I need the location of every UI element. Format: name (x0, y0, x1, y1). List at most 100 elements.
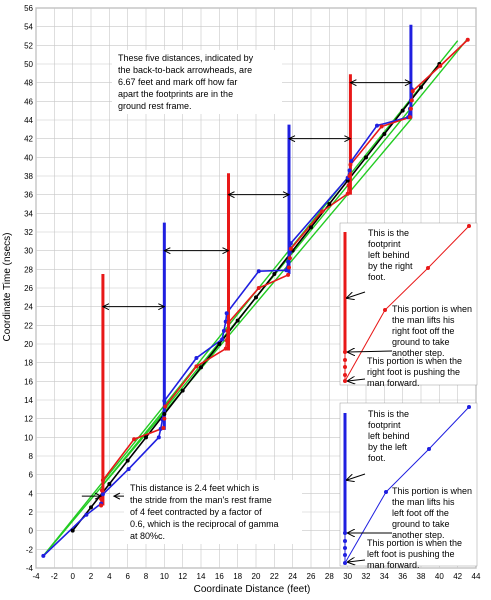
x-tick-label: -4 (32, 572, 40, 581)
y-tick-label: 36 (24, 191, 33, 200)
x-tick-label: 12 (178, 572, 187, 581)
legend-right-foot-lift-label: This portion is when the man lifts his rig… (392, 304, 472, 358)
series-point-3 (199, 365, 203, 370)
series-point-3 (272, 272, 277, 276)
x-tick-label: 16 (215, 572, 224, 581)
series-point-3 (125, 458, 130, 463)
series-point-4 (347, 168, 352, 173)
series-point-5 (223, 346, 228, 351)
x-tick-label: 22 (270, 572, 279, 581)
series-point-3 (419, 85, 423, 90)
x-tick-label: 6 (125, 572, 130, 581)
series-point-3 (254, 295, 258, 300)
series-layer (41, 24, 470, 558)
y-tick-label: 42 (24, 135, 33, 144)
series-point-5 (409, 98, 414, 103)
arrowhead-left (287, 135, 296, 143)
legend-right-foot: This is the footprint left behind by the ri… (339, 222, 478, 388)
x-tick-label: 44 (472, 572, 481, 581)
y-tick-label: 26 (24, 284, 33, 293)
y-tick-label: 40 (24, 153, 33, 162)
series-point-3 (107, 482, 112, 486)
series-point-5 (320, 209, 324, 214)
series-point-5 (287, 265, 291, 270)
series-point-3 (144, 435, 148, 440)
y-tick-label: 2 (29, 508, 34, 517)
series-point-5 (379, 124, 384, 129)
y-tick-label: 34 (24, 209, 33, 218)
y-tick-label: -4 (26, 564, 34, 573)
series-point-5 (345, 191, 350, 196)
y-tick-label: 44 (24, 116, 33, 125)
x-tick-label: 38 (417, 572, 426, 581)
y-tick-label: 24 (24, 303, 33, 312)
stride-arrowhead (94, 492, 103, 500)
x-tick-label: 32 (362, 572, 371, 581)
x-tick-label: 10 (160, 572, 169, 581)
x-tick-label: 20 (252, 572, 261, 581)
y-tick-label: 50 (24, 60, 33, 69)
series-point-5 (100, 478, 105, 483)
x-tick-label: 28 (325, 572, 334, 581)
series-point-5 (408, 106, 413, 111)
y-tick-label: 54 (24, 23, 33, 32)
y-tick-label: 56 (24, 4, 33, 13)
series-point-4 (194, 356, 199, 360)
series-point-4 (156, 435, 161, 440)
series-point-3 (382, 132, 387, 136)
x-tick-label: 40 (435, 572, 444, 581)
arrowhead-left (163, 247, 171, 255)
series-point-4 (288, 241, 293, 246)
y-axis-label: Coordinate Time (nsecs) (2, 233, 13, 342)
arrowhead-right (344, 135, 352, 143)
series-point-4 (287, 250, 292, 255)
series-point-5 (287, 256, 292, 261)
series-point-3 (364, 155, 368, 160)
x-tick-label: 26 (307, 572, 316, 581)
x-tick-label: 18 (233, 572, 242, 581)
arrowhead-left (349, 79, 357, 87)
x-tick-label: 8 (144, 572, 149, 581)
y-tick-label: 22 (24, 321, 33, 330)
x-tick-label: 42 (453, 572, 462, 581)
series-point-5 (286, 272, 291, 277)
series-point-5 (100, 488, 104, 493)
series-point-5 (132, 437, 137, 442)
series-point-3 (327, 202, 332, 206)
arrowhead-right (158, 303, 166, 311)
series-point-3 (89, 505, 93, 510)
series-point-3 (180, 388, 185, 393)
y-tick-label: 4 (29, 489, 34, 498)
y-tick-label: 46 (24, 97, 33, 106)
series-point-4 (162, 398, 167, 403)
y-tick-label: 14 (24, 396, 33, 405)
series-point-3 (162, 412, 167, 416)
series-point-5 (226, 320, 231, 325)
axes: -4 -2 0 2 4 6 8 10 12 14 16 18 20 22 24 26 28 30 32 34 36 38 4… (24, 4, 481, 581)
series-point-4 (256, 269, 261, 274)
series-point-5 (348, 162, 353, 167)
y-tick-label: 32 (24, 228, 33, 237)
x-axis-label: Coordinate Distance (feet) (194, 584, 311, 595)
series-point-3 (309, 225, 313, 230)
legend-left-foot-lift-label: This portion is when the man lifts his lef… (392, 486, 472, 540)
x-tick-label: 2 (89, 572, 94, 581)
series-point-5 (99, 496, 104, 501)
y-tick-label: 20 (24, 340, 33, 349)
series-point-5 (194, 364, 199, 369)
y-tick-label: 10 (24, 433, 33, 442)
stride-arrowhead (112, 492, 121, 500)
x-tick-label: 24 (288, 572, 297, 581)
distance-arrows (81, 79, 413, 500)
series-point-5 (161, 426, 166, 430)
series-point-5 (410, 89, 415, 94)
annotation-top-text: These five distances, indicated by the ba… (118, 53, 254, 111)
series-point-5 (225, 328, 230, 333)
series-point-5 (347, 174, 352, 178)
legend-right-foot-push-label: This portion is when the right foot is pu… (367, 356, 462, 388)
arrowhead-right (282, 191, 291, 199)
annotation-top: These five distances, indicated by the ba… (112, 50, 282, 114)
series-point-4 (84, 512, 89, 517)
series-point-5 (438, 63, 443, 68)
legend-left-foot: This is the footprint left behind by the le… (339, 402, 478, 570)
